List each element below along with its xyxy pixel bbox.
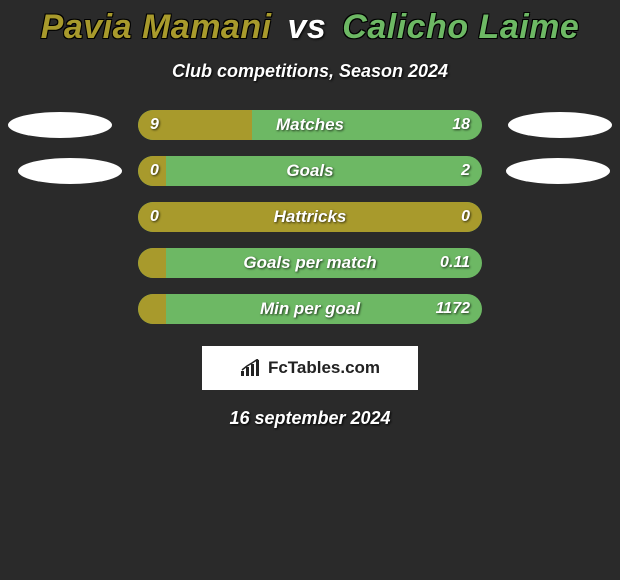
stat-value-right: 1172	[436, 294, 470, 324]
player2-marker	[508, 112, 612, 138]
stat-label: Hattricks	[138, 202, 482, 232]
stat-row: 9Matches18	[0, 110, 620, 140]
stat-label: Min per goal	[138, 294, 482, 324]
stat-row: 0Goals2	[0, 156, 620, 186]
comparison-title: Pavia Mamani vs Calicho Laime	[0, 0, 620, 47]
player2-marker	[506, 158, 610, 184]
stat-value-right: 0	[461, 202, 470, 232]
stat-bar: Min per goal1172	[138, 294, 482, 324]
stat-bar: 0Goals2	[138, 156, 482, 186]
vs-text: vs	[288, 8, 327, 46]
chart-icon	[240, 359, 262, 377]
player2-name: Calicho Laime	[342, 8, 579, 46]
player1-marker	[18, 158, 122, 184]
stat-label: Matches	[138, 110, 482, 140]
subtitle: Club competitions, Season 2024	[0, 61, 620, 82]
fctables-logo: FcTables.com	[202, 346, 418, 390]
stat-bar: 0Hattricks0	[138, 202, 482, 232]
player1-marker	[8, 112, 112, 138]
logo-text: FcTables.com	[268, 358, 380, 378]
stat-label: Goals	[138, 156, 482, 186]
stat-value-right: 18	[452, 110, 470, 140]
stats-container: 9Matches180Goals20Hattricks0Goals per ma…	[0, 110, 620, 324]
stat-bar: 9Matches18	[138, 110, 482, 140]
stat-label: Goals per match	[138, 248, 482, 278]
stat-row: Goals per match0.11	[0, 248, 620, 278]
date-text: 16 september 2024	[0, 408, 620, 429]
stat-value-right: 2	[461, 156, 470, 186]
player1-name: Pavia Mamani	[41, 8, 272, 46]
stat-value-right: 0.11	[440, 248, 470, 278]
stat-row: Min per goal1172	[0, 294, 620, 324]
stat-row: 0Hattricks0	[0, 202, 620, 232]
stat-bar: Goals per match0.11	[138, 248, 482, 278]
